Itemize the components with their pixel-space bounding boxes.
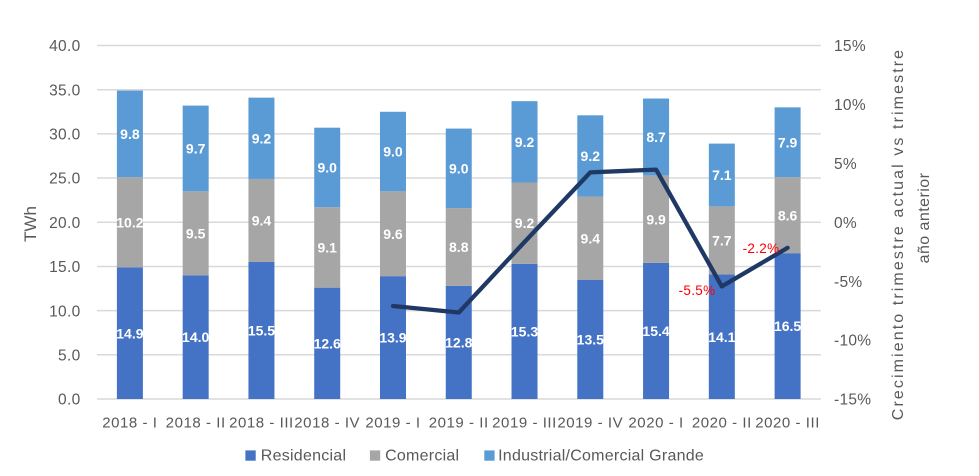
svg-text:8.8: 8.8	[449, 239, 469, 255]
svg-text:9.4: 9.4	[252, 213, 272, 229]
svg-text:5%: 5%	[834, 156, 857, 173]
svg-text:2018 - II: 2018 - II	[166, 414, 226, 431]
svg-text:2018 - III: 2018 - III	[229, 414, 294, 431]
svg-text:2020 - III: 2020 - III	[755, 414, 820, 431]
svg-text:5.0: 5.0	[58, 347, 81, 364]
svg-text:Comercial: Comercial	[385, 448, 459, 465]
svg-text:15.0: 15.0	[49, 259, 80, 276]
svg-text:9.2: 9.2	[515, 215, 535, 231]
svg-text:2019 - II: 2019 - II	[429, 414, 489, 431]
svg-text:9.4: 9.4	[581, 230, 601, 246]
svg-text:14.1: 14.1	[708, 329, 735, 345]
svg-text:8.6: 8.6	[778, 207, 798, 223]
svg-text:7.7: 7.7	[712, 232, 732, 248]
svg-text:2019 - IV: 2019 - IV	[557, 414, 623, 431]
svg-text:25.0: 25.0	[49, 171, 80, 188]
svg-text:40.0: 40.0	[49, 38, 80, 55]
svg-text:2020 - I: 2020 - I	[628, 414, 683, 431]
svg-text:-5.5%: -5.5%	[679, 283, 716, 298]
svg-text:30.0: 30.0	[49, 127, 80, 144]
svg-text:Residencial: Residencial	[261, 448, 346, 465]
svg-text:14.9: 14.9	[116, 325, 143, 341]
svg-text:14.0: 14.0	[182, 329, 209, 345]
svg-text:9.0: 9.0	[449, 160, 469, 176]
svg-text:Crecimiento trimestre actual v: Crecimiento trimestre actual vs trimestr…	[890, 48, 907, 420]
svg-text:7.9: 7.9	[778, 134, 798, 150]
svg-text:15.4: 15.4	[642, 323, 669, 339]
svg-text:8.7: 8.7	[646, 129, 666, 145]
svg-text:15.3: 15.3	[511, 323, 538, 339]
svg-text:0.0: 0.0	[58, 392, 81, 409]
svg-text:-2.2%: -2.2%	[743, 241, 780, 256]
svg-text:13.5: 13.5	[577, 331, 604, 347]
svg-text:9.2: 9.2	[515, 134, 535, 150]
svg-text:10.0: 10.0	[49, 303, 80, 320]
svg-text:9.8: 9.8	[120, 126, 140, 142]
svg-text:13.9: 13.9	[379, 330, 406, 346]
svg-text:9.6: 9.6	[383, 226, 403, 242]
svg-text:9.0: 9.0	[383, 144, 403, 160]
svg-text:7.1: 7.1	[712, 167, 732, 183]
svg-text:año anterior: año anterior	[916, 172, 933, 263]
svg-text:10.2: 10.2	[116, 214, 143, 230]
svg-text:10%: 10%	[834, 97, 866, 114]
svg-text:16.5: 16.5	[774, 318, 801, 334]
svg-text:-5%: -5%	[834, 274, 862, 291]
svg-text:2018 - I: 2018 - I	[102, 414, 157, 431]
svg-text:9.2: 9.2	[252, 130, 272, 146]
svg-text:9.1: 9.1	[317, 240, 337, 256]
svg-text:TWh: TWh	[21, 206, 40, 242]
svg-text:9.9: 9.9	[646, 211, 666, 227]
svg-text:9.0: 9.0	[317, 160, 337, 176]
svg-text:2019 - I: 2019 - I	[365, 414, 420, 431]
svg-text:9.7: 9.7	[186, 141, 206, 157]
svg-text:15%: 15%	[834, 38, 866, 55]
svg-text:15.5: 15.5	[248, 323, 275, 339]
svg-text:9.5: 9.5	[186, 225, 206, 241]
svg-text:Industrial/Comercial Grande: Industrial/Comercial Grande	[498, 448, 704, 465]
svg-text:12.8: 12.8	[445, 335, 472, 351]
svg-text:2019 - III: 2019 - III	[492, 414, 557, 431]
svg-text:35.0: 35.0	[49, 82, 80, 99]
svg-text:2020 - II: 2020 - II	[692, 414, 752, 431]
svg-text:-10%: -10%	[834, 333, 871, 350]
svg-text:20.0: 20.0	[49, 215, 80, 232]
svg-text:-15%: -15%	[834, 392, 871, 409]
svg-text:2018 - IV: 2018 - IV	[294, 414, 360, 431]
svg-text:12.6: 12.6	[314, 335, 341, 351]
svg-text:9.2: 9.2	[581, 148, 601, 164]
svg-text:0%: 0%	[834, 215, 857, 232]
